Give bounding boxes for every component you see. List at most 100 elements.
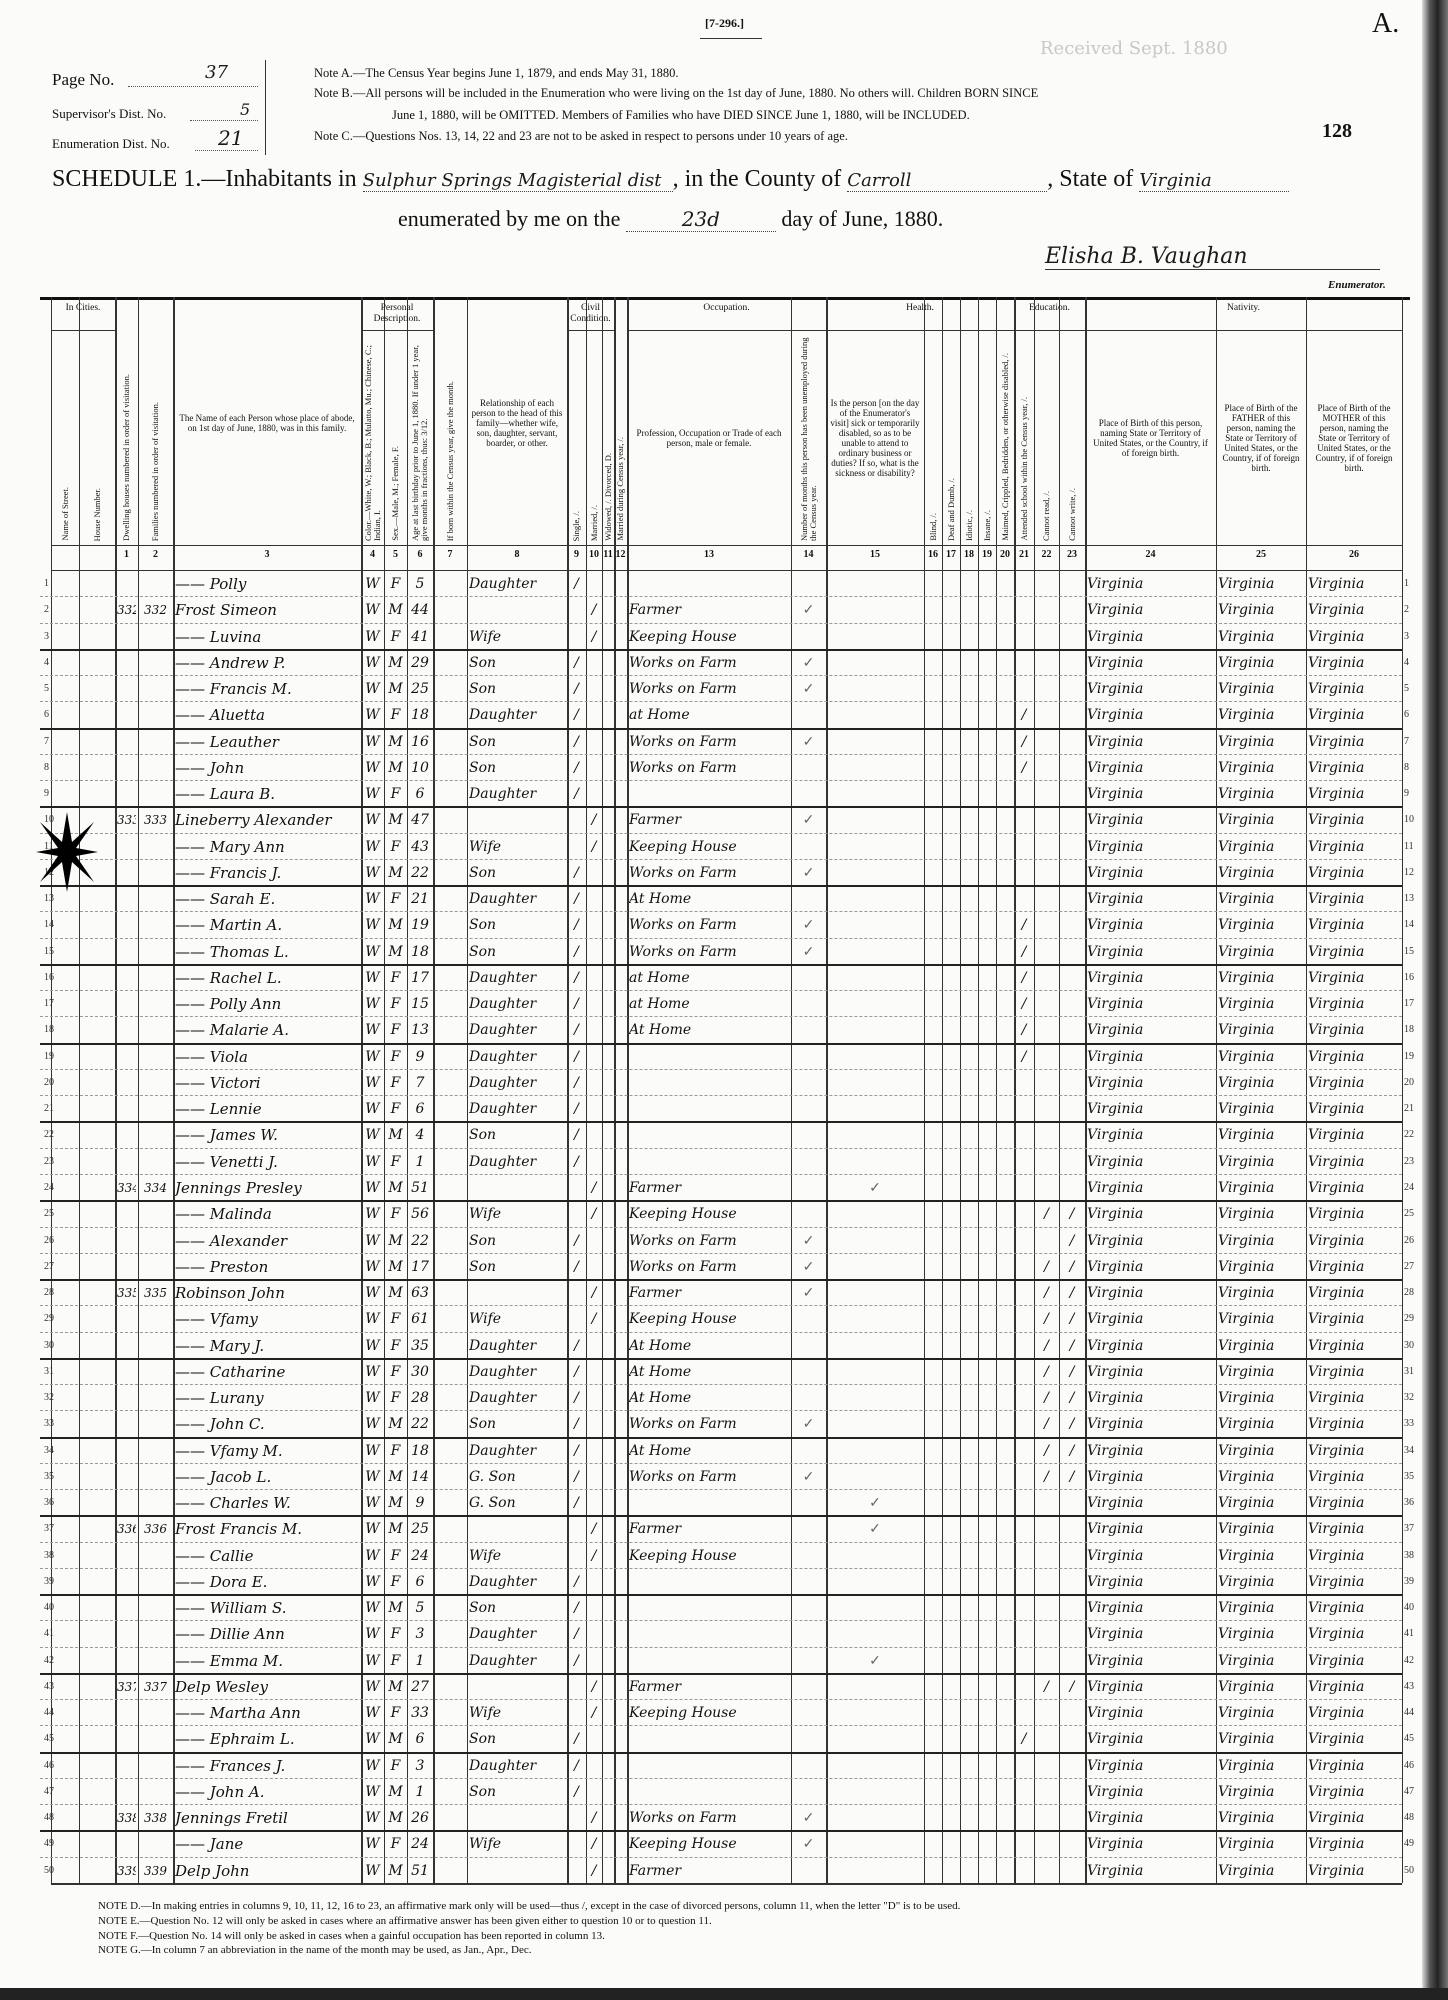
cell-dw: 339 — [117, 1863, 136, 1878]
cell-birth: Virginia — [1087, 1626, 1144, 1643]
cell-fam: 339 — [144, 1863, 167, 1878]
cell-mother: Virginia — [1308, 1337, 1365, 1354]
cell-color: W — [365, 786, 380, 803]
cell-rel: Daughter — [469, 1022, 537, 1039]
row-rule — [40, 1725, 1402, 1727]
cell-sex: F — [390, 1337, 401, 1354]
cell-single: / — [574, 1731, 579, 1748]
cell-married: / — [591, 628, 597, 645]
cell-color: W — [365, 891, 380, 908]
cell-occ: Works on Farm — [629, 1416, 737, 1433]
cell-age: 18 — [411, 1442, 429, 1459]
cell-birth: Virginia — [1087, 1048, 1144, 1065]
cell-age: 51 — [411, 1179, 429, 1196]
cell-father: Virginia — [1218, 864, 1275, 881]
column-number: 4 — [370, 549, 375, 560]
cell-sex: F — [390, 1022, 401, 1039]
cell-occ: Works on Farm — [629, 681, 737, 698]
column-divider — [361, 297, 363, 1883]
cell-married: / — [591, 1705, 597, 1722]
cell-single: / — [574, 996, 579, 1013]
cell-sex: M — [388, 1468, 403, 1485]
cell-age: 3 — [415, 1757, 425, 1774]
cell-single: / — [574, 943, 579, 960]
county-label: , in the County of — [672, 166, 842, 192]
cell-occ: Works on Farm — [629, 759, 737, 776]
cell-mother: Virginia — [1308, 628, 1365, 645]
cell-sex: F — [390, 707, 401, 724]
cell-color: W — [365, 1048, 380, 1065]
cell-dw: 333 — [117, 813, 136, 828]
cell-single: / — [574, 1390, 579, 1407]
cell-occ: Farmer — [629, 1678, 682, 1695]
cell-mother: Virginia — [1308, 786, 1365, 803]
row-number-right: 38 — [1404, 1549, 1414, 1561]
household-rule — [40, 727, 1402, 730]
cell-rel: Daughter — [469, 707, 537, 724]
cell-occ: Farmer — [629, 1285, 682, 1302]
group-rule — [567, 330, 614, 331]
row-number-right: 15 — [1404, 945, 1414, 957]
cell-rel: Son — [469, 1258, 497, 1275]
cell-rel: Daughter — [469, 1101, 537, 1118]
cell-single: / — [574, 1101, 579, 1118]
row-number-right: 16 — [1404, 971, 1414, 983]
column-header-text: Single, /. — [571, 510, 581, 541]
column-header-text: Deaf and Dumb, /. — [945, 477, 956, 541]
cell-write: / — [1069, 1337, 1075, 1354]
cell-rel: Daughter — [469, 576, 537, 592]
row-number-right: 43 — [1404, 1680, 1414, 1692]
cell-rel: G. Son — [469, 1468, 516, 1485]
cell-age: 5 — [415, 576, 425, 592]
cell-sex: F — [390, 1101, 401, 1118]
group-header-civil: Civil Condition. — [570, 303, 611, 324]
cell-rel: Wife — [469, 1705, 502, 1722]
row-number-left: 10 — [44, 814, 54, 826]
cell-single: / — [574, 1783, 579, 1800]
cell-name: —— Martha Ann — [175, 1704, 301, 1723]
row-number-left: 39 — [44, 1575, 54, 1587]
cell-father: Virginia — [1218, 1810, 1275, 1827]
enumeration-day: 23d — [625, 207, 776, 232]
cell-rel: Wife — [469, 838, 502, 855]
cell-fam: 333 — [144, 813, 167, 828]
cell-birth: Virginia — [1087, 812, 1144, 829]
cell-birth: Virginia — [1087, 969, 1144, 986]
cell-name: —— Malarie A. — [175, 1021, 290, 1040]
cell-birth: Virginia — [1087, 1757, 1144, 1774]
cell-color: W — [365, 1311, 380, 1328]
state-label: , State of — [1047, 166, 1134, 192]
cell-age: 14 — [411, 1468, 429, 1485]
row-number-right: 34 — [1404, 1444, 1414, 1456]
cell-age: 1 — [415, 1153, 425, 1170]
column-number: 14 — [803, 549, 814, 560]
cell-single: / — [574, 1022, 579, 1039]
cell-mother: Virginia — [1308, 969, 1365, 986]
cell-sex: M — [388, 1862, 403, 1879]
row-number-right: 26 — [1404, 1234, 1414, 1246]
row-number-left: 15 — [44, 945, 54, 957]
cell-birth: Virginia — [1087, 1652, 1144, 1669]
cell-birth: Virginia — [1087, 1311, 1144, 1328]
cell-father: Virginia — [1218, 1600, 1275, 1617]
row-rule — [40, 1226, 1402, 1228]
note-a: Note A.—The Census Year begins June 1, 1… — [314, 66, 679, 80]
table-top-rule — [40, 297, 1410, 300]
header-bottom-rule — [51, 570, 1402, 571]
column-divider — [79, 297, 80, 1883]
cell-single: / — [574, 707, 579, 724]
cell-birth: Virginia — [1087, 1836, 1144, 1853]
cell-birth: Virginia — [1087, 838, 1144, 855]
row-number-left: 17 — [44, 998, 54, 1010]
cell-single: / — [574, 1153, 579, 1170]
row-number-left: 11 — [44, 840, 54, 852]
row-rule — [40, 1646, 1402, 1648]
row-rule — [40, 1462, 1402, 1464]
cell-sex: F — [390, 838, 401, 855]
cell-mother: Virginia — [1308, 1626, 1365, 1643]
cell-age: 61 — [411, 1311, 429, 1328]
column-number: 1 — [124, 549, 129, 560]
row-number-right: 32 — [1404, 1392, 1414, 1404]
row-number-left: 34 — [44, 1444, 54, 1456]
cell-rel: Daughter — [469, 969, 537, 986]
